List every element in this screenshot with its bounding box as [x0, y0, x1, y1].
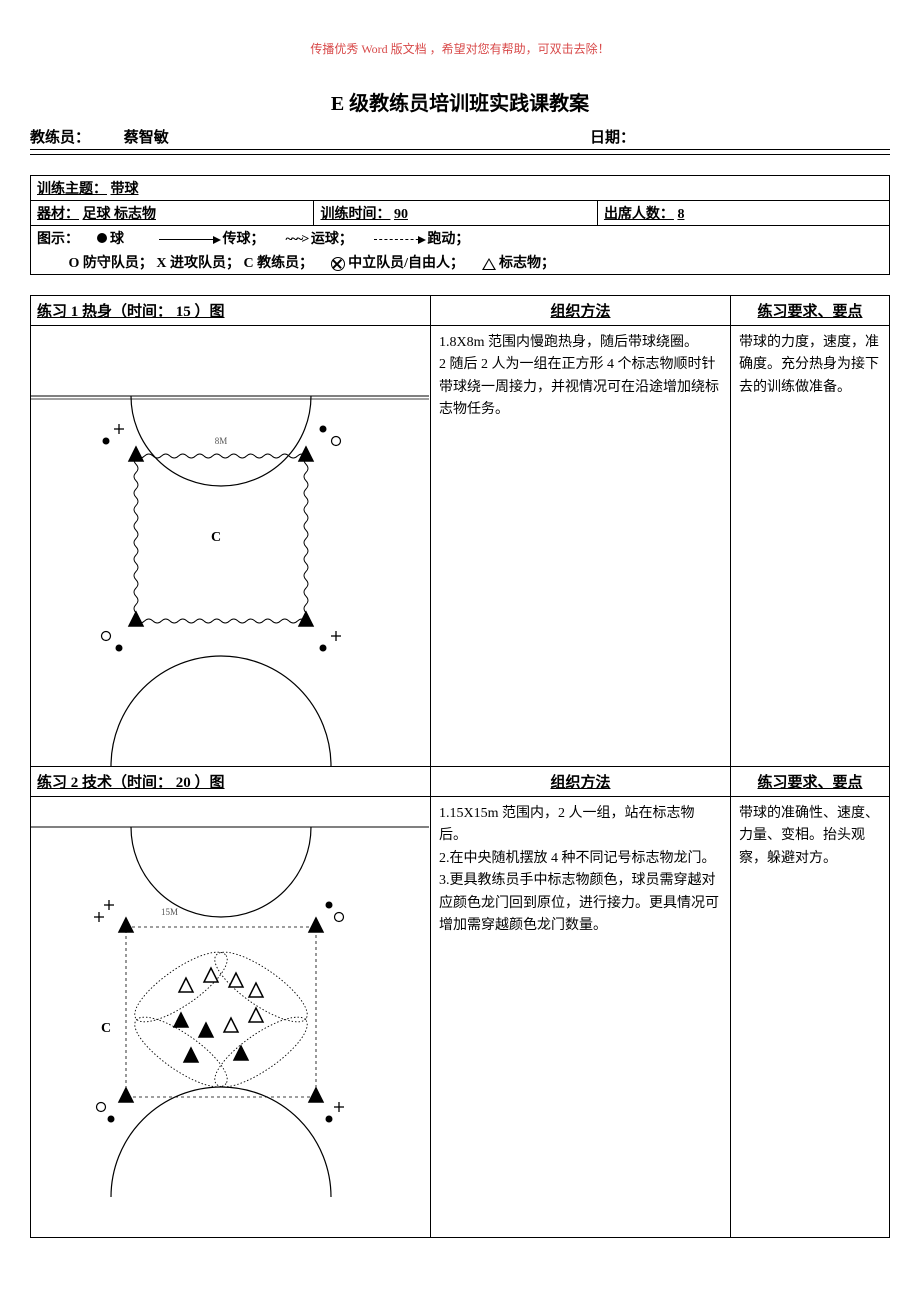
legend-run: 跑动；: [427, 232, 469, 247]
legend-marker: 标志物；: [499, 256, 555, 271]
marker-icon: [482, 258, 496, 270]
ex1-method: 1.8X8m 范围内慢跑热身，随后带球绕圈。2 随后 2 人为一组在正方形 4 …: [431, 326, 731, 767]
neutral-icon: [331, 257, 345, 271]
legend-coach: C 教练员；: [244, 256, 314, 271]
attend-value: 8: [677, 207, 684, 222]
equip-value: 足球 标志物: [83, 207, 157, 222]
ex2-diagram: 15M C: [31, 797, 431, 1238]
dribble-sym: ~~~>: [286, 232, 308, 247]
equip-label: 器材：: [37, 207, 79, 222]
ex2-method: 1.15X15m 范围内，2 人一组，站在标志物后。2.在中央随机摆放 4 种不…: [431, 797, 731, 1238]
ex2-points: 带球的准确性、速度、力量、变相。抬头观察，躲避对方。: [731, 797, 890, 1238]
svg-text:15M: 15M: [161, 907, 178, 917]
info-table: 训练主题： 带球 器材： 足球 标志物 训练时间： 90 出席人数： 8 图示：…: [30, 175, 890, 275]
legend-ball: 球: [110, 232, 124, 247]
coach-name: 蔡智敏: [124, 130, 169, 146]
divider: [30, 154, 890, 155]
ex2-header: 练习 2 技术（时间： 20 ）图: [37, 775, 225, 791]
time-value: 90: [394, 207, 408, 222]
ex2-points-h: 练习要求、要点: [757, 775, 862, 791]
attend-label: 出席人数：: [604, 207, 674, 222]
ex1-diagram: 8M C: [31, 326, 431, 767]
legend-dribble: 运球；: [311, 232, 353, 247]
ball-icon: [97, 233, 107, 243]
coach-label: 教练员：: [30, 130, 90, 146]
legend-defender: O 防守队员；: [69, 256, 153, 271]
date-label: 日期：: [590, 130, 635, 146]
legend-neutral: 中立队员/自由人；: [348, 256, 464, 271]
arrow-run-icon: [374, 239, 424, 240]
exercise-table: 练习 1 热身（时间： 15 ）图 组织方法 练习要求、要点 8M C 1.8X8…: [30, 295, 890, 1238]
header-note: 传播优秀 Word 版文档 ，希望对您有帮助，可双击去除！: [30, 40, 890, 57]
time-label: 训练时间：: [320, 207, 390, 222]
theme-label: 训练主题：: [37, 182, 107, 197]
svg-text:C: C: [101, 1021, 111, 1036]
ex1-method-h: 组织方法: [550, 304, 610, 320]
arrow-pass-icon: [159, 239, 219, 240]
coach-row: 教练员： 蔡智敏 日期：: [30, 126, 890, 150]
ex1-points-h: 练习要求、要点: [757, 304, 862, 320]
legend-label: 图示：: [37, 232, 79, 247]
ex1-header: 练习 1 热身（时间： 15 ）图: [37, 304, 225, 320]
legend-attacker: X 进攻队员；: [156, 256, 240, 271]
ex2-method-h: 组织方法: [550, 775, 610, 791]
svg-text:8M: 8M: [215, 436, 228, 446]
ex1-points: 带球的力度，速度，准确度。充分热身为接下去的训练做准备。: [731, 326, 890, 767]
page-title: E 级教练员培训班实践课教案: [30, 87, 890, 116]
theme-value: 带球: [111, 182, 139, 197]
legend-pass: 传球；: [223, 232, 265, 247]
svg-text:C: C: [211, 530, 221, 545]
